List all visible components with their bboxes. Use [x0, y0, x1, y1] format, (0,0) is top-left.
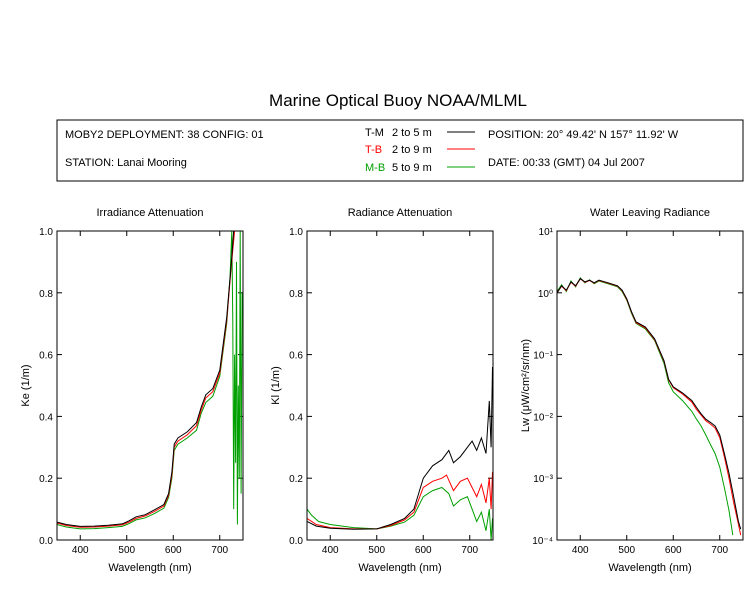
x-tick-label: 600: [165, 545, 182, 556]
info-box: [56, 119, 744, 182]
series-line-m-b: [57, 231, 243, 530]
y-axis-label: Kl (1/m): [270, 366, 282, 405]
chart-title: Irradiance Attenuation: [96, 207, 203, 219]
series-group: [307, 366, 493, 540]
y-tick-label: 0.2: [39, 474, 53, 485]
deployment-text: MOBY2 DEPLOYMENT: 38 CONFIG: 01: [65, 129, 264, 141]
series-line-t-b: [557, 278, 742, 536]
y-tick-label: 0.4: [289, 412, 303, 423]
y-tick-label: 0.8: [289, 289, 303, 300]
plot-frame: [56, 230, 244, 541]
station-text: STATION: Lanai Mooring: [65, 157, 187, 169]
x-tick-label: 400: [322, 545, 339, 556]
y-tick-label: 0.8: [39, 289, 53, 300]
position-text: POSITION: 20° 49.42' N 157° 11.92' W: [488, 129, 679, 141]
series-line-t-m: [57, 231, 235, 527]
x-tick-label: 400: [72, 545, 89, 556]
x-tick-label: 700: [211, 545, 228, 556]
y-tick-label: 1.0: [39, 227, 53, 238]
plot-frame: [306, 230, 494, 541]
x-axis-label: Wavelength (nm): [608, 562, 691, 574]
legend-code-tb: T-B: [365, 144, 382, 156]
y-tick-label: 10⁻⁴: [532, 536, 553, 547]
chart-title: Radiance Attenuation: [348, 207, 453, 219]
date-text: DATE: 00:33 (GMT) 04 Jul 2007: [488, 157, 645, 169]
legend-code-mb: M-B: [365, 162, 385, 174]
y-axis-label: Lw (μW/cm²/sr/nm): [520, 339, 532, 432]
x-tick-label: 500: [368, 545, 385, 556]
y-axis-label: Ke (1/m): [20, 364, 32, 406]
y-tick-label: 10⁻¹: [533, 351, 553, 362]
y-tick-label: 0.4: [39, 412, 53, 423]
legend-range-tb: 2 to 9 m: [392, 144, 432, 156]
figure-title: Marine Optical Buoy NOAA/MLML: [269, 91, 527, 110]
series-line-m-b: [557, 276, 734, 536]
y-tick-label: 0.2: [289, 474, 303, 485]
chart-panel-2: Radiance Attenuation 400 500 600 700 0.0 0.2 0.…: [270, 207, 494, 574]
series-line-m-b: [307, 486, 493, 540]
chart-panel-3: Water Leaving Radiance 400 500 600 700 10⁻⁴ 10…: [520, 207, 744, 574]
chart-panel-1: Irradiance Attenuation 400 500 600 700 0.0 0.2…: [20, 207, 244, 574]
legend-range-tm: 2 to 5 m: [392, 127, 432, 139]
series-line-t-m: [557, 277, 742, 530]
chart-panels: Irradiance Attenuation 400 500 600 700 0.0 0.2…: [20, 207, 744, 574]
series-line-t-m: [307, 366, 493, 530]
y-tick-label: 10¹: [539, 227, 554, 238]
plot-frame: [556, 230, 744, 541]
y-tick-label: 10⁻³: [533, 474, 553, 485]
y-tick-label: 1.0: [289, 227, 303, 238]
y-tick-label: 10⁻²: [533, 412, 553, 423]
x-tick-label: 700: [461, 545, 478, 556]
legend-code-tm: T-M: [365, 127, 384, 139]
series-group: [557, 276, 742, 536]
x-tick-label: 700: [711, 545, 728, 556]
y-tick-label: 0.6: [289, 351, 303, 362]
legend-range-mb: 5 to 9 m: [392, 162, 432, 174]
y-tick-label: 0.6: [39, 351, 53, 362]
x-tick-label: 600: [665, 545, 682, 556]
x-tick-label: 500: [618, 545, 635, 556]
y-tick-label: 10⁰: [538, 289, 553, 300]
series-line-t-b: [57, 231, 236, 528]
depth-legend: T-M 2 to 5 m T-B 2 to 9 m M-B 5 to 9 m: [365, 127, 475, 174]
x-tick-label: 400: [572, 545, 589, 556]
chart-title: Water Leaving Radiance: [590, 207, 710, 219]
x-axis-label: Wavelength (nm): [108, 562, 191, 574]
x-axis-label: Wavelength (nm): [358, 562, 441, 574]
x-tick-label: 600: [415, 545, 432, 556]
y-tick-label: 0.0: [39, 536, 53, 547]
y-tick-label: 0.0: [289, 536, 303, 547]
series-group: [57, 231, 243, 530]
x-tick-label: 500: [118, 545, 135, 556]
